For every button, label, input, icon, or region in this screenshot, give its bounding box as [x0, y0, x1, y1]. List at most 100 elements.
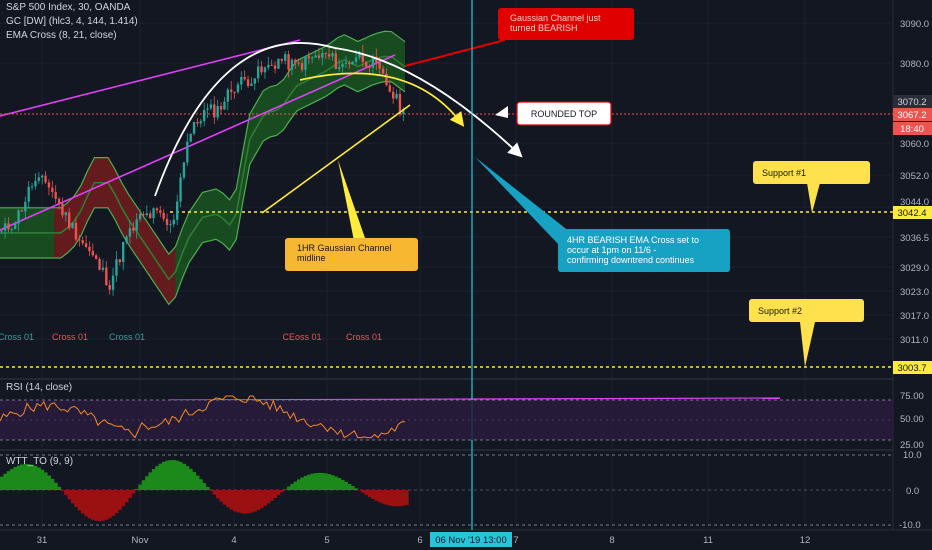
wtt-bar — [37, 467, 41, 490]
countdown-value: 18:40 — [900, 124, 924, 135]
candle-body — [294, 59, 297, 63]
wtt-bar — [30, 464, 35, 490]
wtt-bar — [47, 475, 51, 490]
wtt-bar — [6, 471, 11, 490]
candle-body — [321, 52, 324, 58]
wtt-bar — [141, 480, 146, 490]
candle-body — [351, 61, 354, 65]
candle-body — [331, 53, 334, 57]
candle-body — [213, 104, 216, 118]
wtt-bar — [243, 490, 247, 514]
wtt-bar — [60, 490, 65, 491]
candle-body — [172, 219, 175, 225]
candle-body — [14, 223, 17, 229]
wtt-bar — [84, 490, 89, 517]
wtt-bar — [401, 490, 406, 506]
candle-body — [189, 133, 192, 142]
rsi-line[interactable] — [0, 395, 406, 439]
rounded-top-callout-box[interactable] — [516, 101, 612, 126]
main-legend[interactable]: S&P 500 Index, 30, OANDA — [6, 2, 131, 13]
candle-body — [378, 62, 381, 69]
candle-body — [101, 267, 105, 270]
candle-body — [253, 78, 256, 84]
wtt-bar — [239, 490, 244, 514]
wtt-bar — [226, 490, 230, 508]
wtt-tick: 0.0 — [906, 486, 919, 497]
wtt-bar — [118, 490, 122, 510]
wtt-bar — [394, 490, 399, 507]
wtt-bar — [189, 468, 193, 490]
wtt-bar — [347, 483, 352, 490]
wtt-bar — [121, 490, 126, 507]
bearish-callout-box[interactable] — [498, 8, 634, 40]
wtt-bar — [13, 466, 18, 490]
candle-body — [0, 230, 3, 232]
bearish-pointer — [404, 39, 506, 67]
wtt-bar — [324, 473, 328, 490]
upper-trendline[interactable] — [0, 39, 301, 117]
candle-body — [91, 251, 94, 256]
rsi-tick: 25.00 — [900, 440, 924, 451]
support1-price-value: 3042.4 — [897, 208, 926, 219]
channel-band-segment — [175, 31, 405, 297]
candle-body — [41, 175, 44, 178]
wtt-bar — [148, 472, 153, 490]
wtt-bar — [357, 490, 362, 491]
candle-body — [10, 228, 13, 230]
candle-body — [84, 243, 88, 247]
ema-legend[interactable]: EMA Cross (8, 21, close) — [6, 30, 117, 41]
rsi-legend[interactable]: RSI (14, close) — [6, 382, 73, 393]
wtt-bar — [16, 465, 21, 490]
wtt-bar — [334, 476, 338, 490]
midline-callout-box[interactable] — [285, 238, 418, 271]
candle-body — [27, 186, 30, 202]
candle-body — [57, 198, 61, 204]
wtt-bar — [307, 474, 311, 490]
candle-body — [260, 66, 263, 73]
wtt-bar — [317, 472, 321, 490]
wtt-bar — [398, 490, 402, 507]
wtt-bar — [101, 490, 105, 521]
candle-body — [169, 224, 172, 226]
wtt-bar — [259, 490, 264, 509]
support1-callout-box[interactable] — [753, 161, 870, 184]
yellow-curve-arrow[interactable] — [299, 72, 465, 127]
candle-body — [78, 239, 81, 241]
wtt-bar — [57, 486, 62, 490]
wtt-bar — [327, 474, 332, 490]
wtt-bar — [64, 490, 68, 496]
wtt-bar — [340, 479, 345, 490]
price-tick: 3017.0 — [900, 311, 929, 322]
candle-body — [135, 219, 138, 231]
wtt-bar — [354, 488, 359, 490]
candle-body — [51, 187, 54, 192]
wtt-legend[interactable]: WTT_TO (9, 9) — [6, 456, 74, 467]
ema-cross-callout-text: 4HR BEARISH EMA Cross set to occur at 1pm… — [567, 235, 699, 265]
wtt-bar — [246, 490, 251, 514]
wtt-bar — [128, 490, 132, 498]
gc-legend[interactable]: GC [DW] (hlc3, 4, 144, 1.414) — [6, 16, 138, 27]
rounded-top-arc[interactable] — [154, 42, 523, 197]
candle-body — [216, 106, 219, 118]
wtt-bar — [3, 473, 8, 490]
midline-pointer[interactable] — [261, 104, 411, 214]
wtt-bar — [114, 490, 119, 514]
candle-body — [71, 222, 74, 229]
ema-cross-callout-box[interactable] — [558, 229, 730, 272]
candle-body — [3, 223, 7, 231]
candle-body — [176, 201, 179, 220]
wtt-bar — [374, 490, 379, 501]
countdown-tag — [893, 122, 932, 135]
support2-callout-box[interactable] — [749, 299, 864, 322]
price-tick: 3090.0 — [900, 19, 929, 30]
candle-body — [381, 68, 385, 74]
candle-body — [162, 212, 165, 219]
lower-trendline[interactable] — [0, 54, 396, 231]
cross-label-1: Cross 01 — [0, 332, 34, 342]
candle-body — [199, 121, 202, 124]
rounded-top-pointer — [495, 106, 508, 118]
candle-body — [219, 106, 223, 110]
time-tick: 12 — [800, 535, 811, 546]
cross-label-5: Cross 01 — [346, 332, 382, 342]
